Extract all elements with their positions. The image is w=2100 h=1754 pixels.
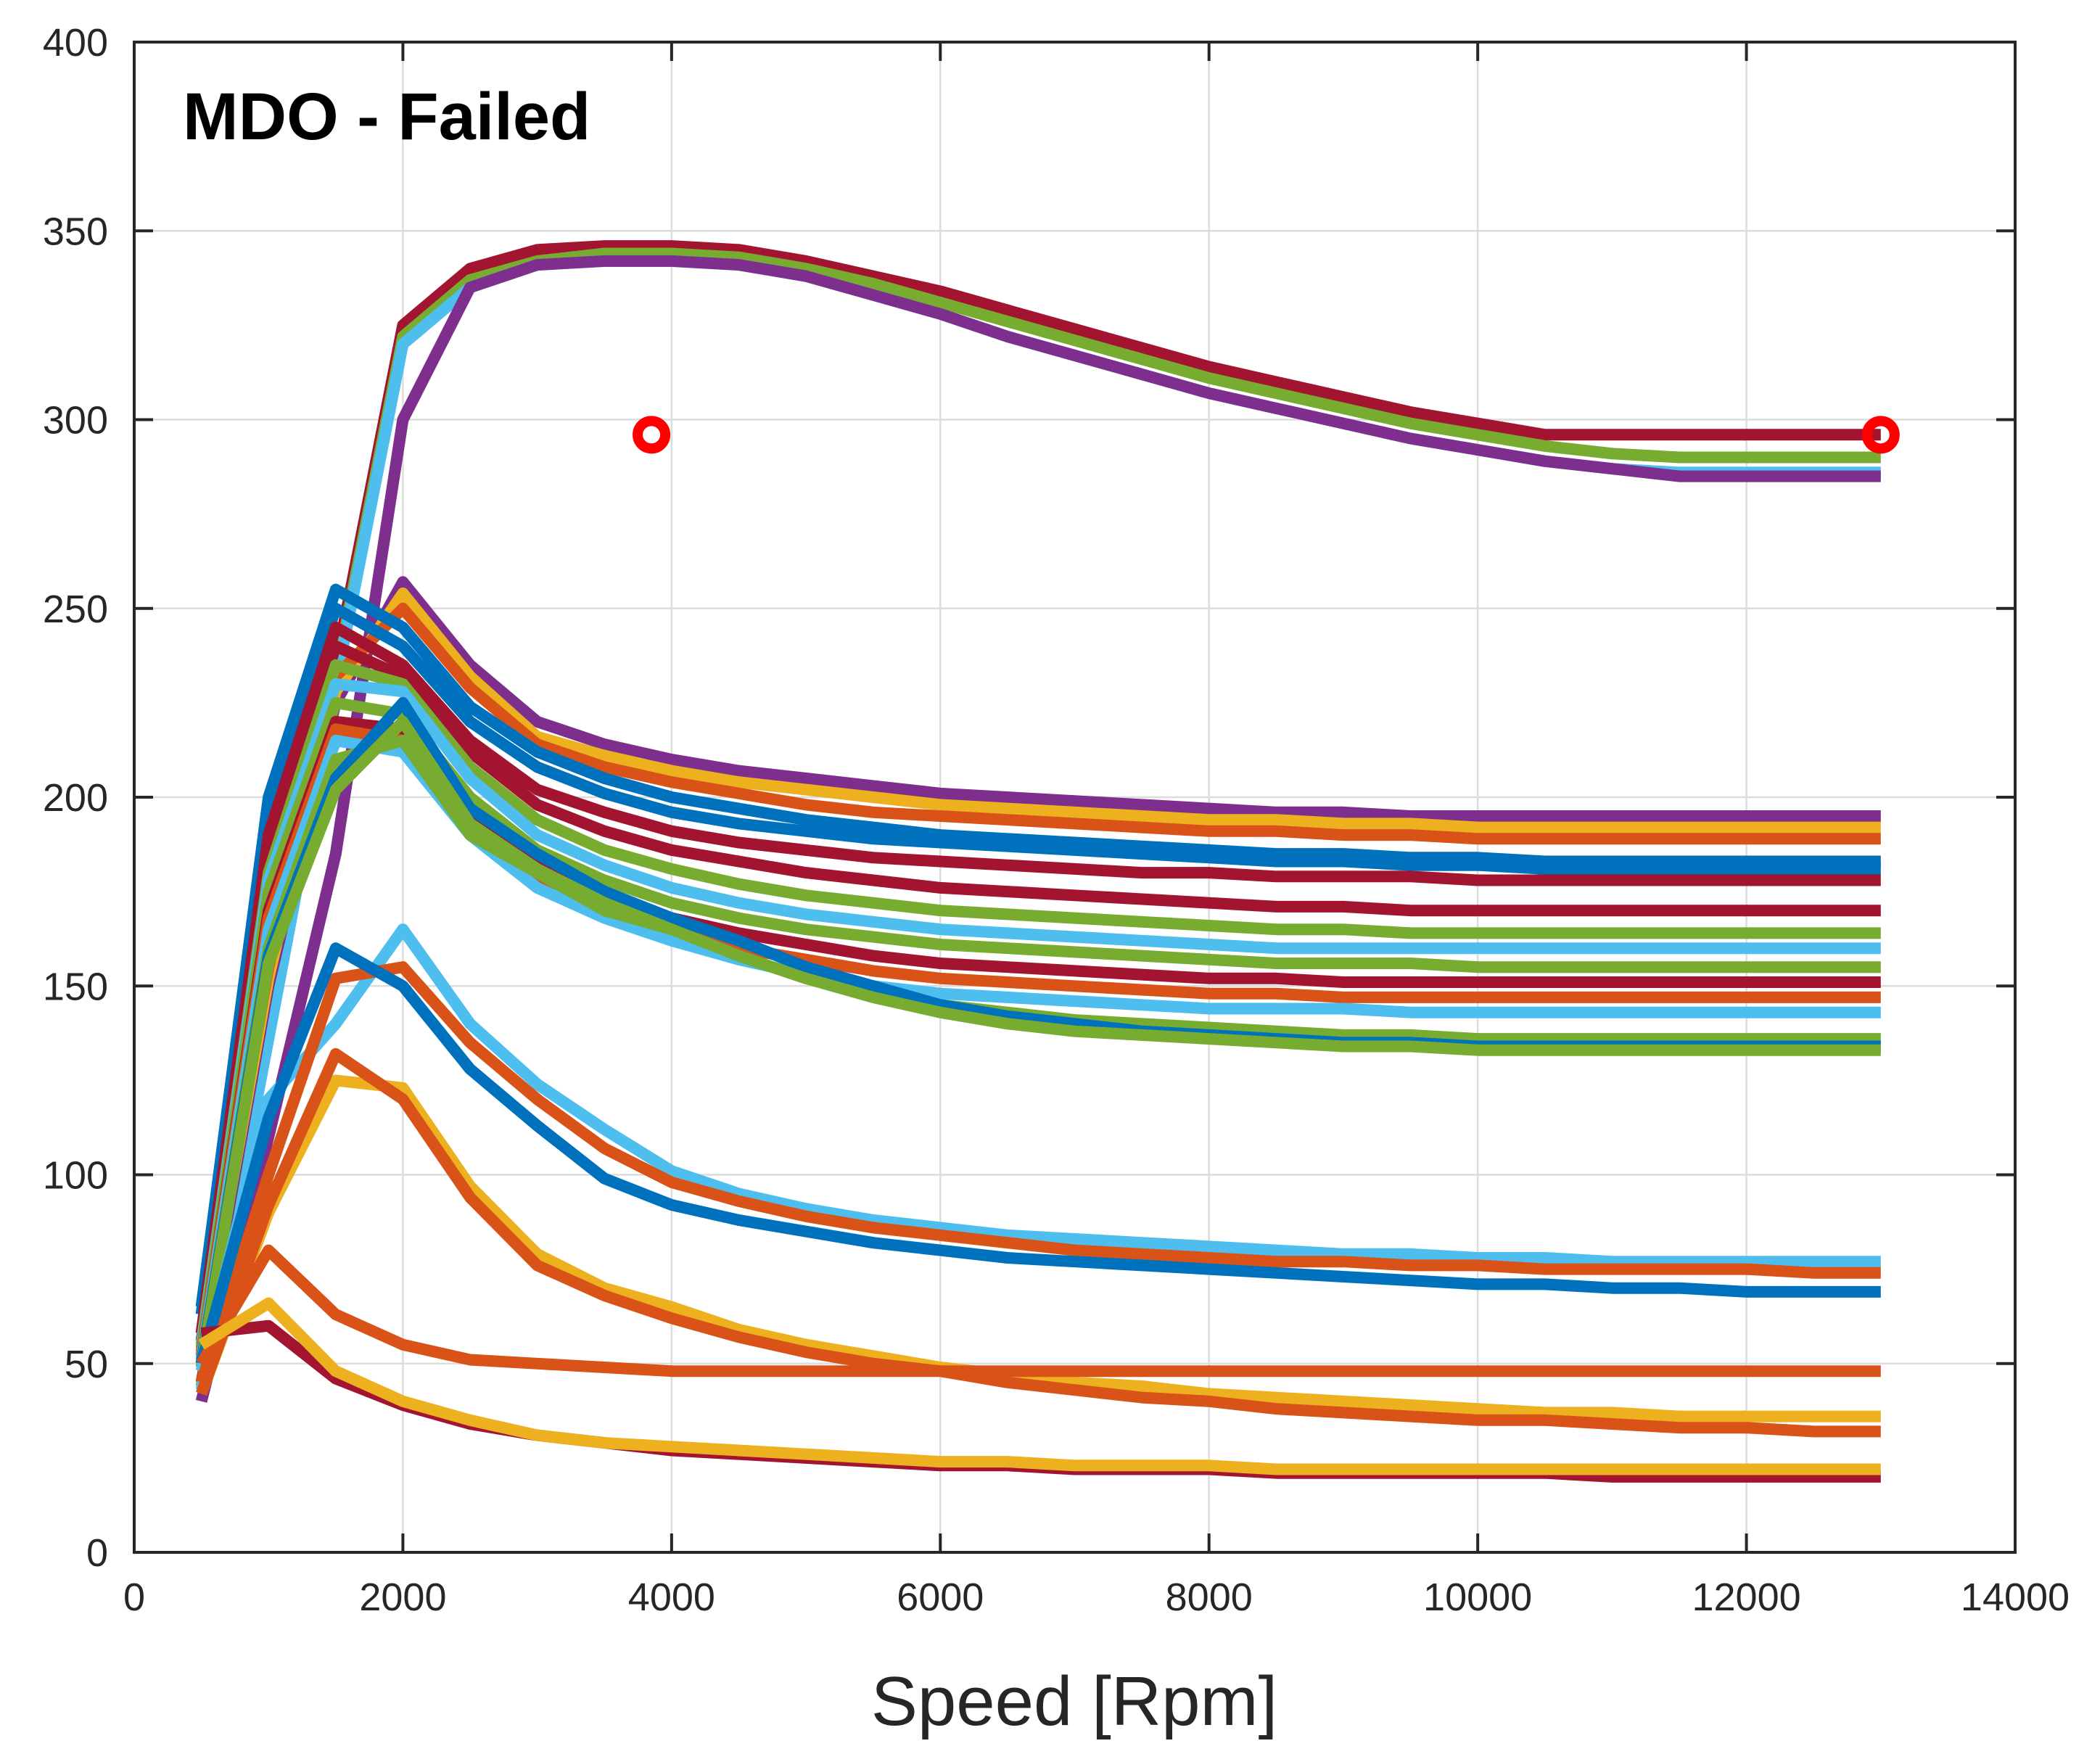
x-tick-label: 0 [123,1576,145,1619]
y-tick-label: 100 [43,1154,108,1198]
series-line-high-2 [195,247,1881,1388]
y-tick-labels: 0 50 100 150 200 250 300 350 400 [43,21,108,1575]
y-tick-label: 50 [65,1343,108,1386]
series-line-low-1 [195,923,1881,1373]
y-tick-label: 400 [43,21,108,65]
x-tick-label: 10000 [1423,1576,1532,1619]
marker-failed-point-1 [633,416,671,454]
series-line-mid-1 [195,576,1881,1365]
series-line-high-1 [195,240,1881,1384]
y-tick-label: 0 [86,1531,108,1575]
x-tick-labels: 0 2000 4000 6000 8000 10000 12000 14000 [123,1576,2070,1619]
x-tick-label: 12000 [1692,1576,1800,1619]
series-line-low-3 [195,942,1881,1365]
chart-title: MDO - Failed [183,80,590,154]
series-line-low-5 [196,1047,1881,1438]
x-tick-label: 14000 [1961,1576,2070,1619]
series-line-high-4 [195,255,1881,1403]
grid [134,42,2015,1552]
y-tick-label: 200 [43,776,108,820]
series-line-low-6 [196,1244,1881,1378]
series-line-mid-4 [195,583,1881,1308]
marker-failed-point-2 [1861,416,1900,454]
series-layer [195,240,1881,1483]
x-tick-label: 6000 [897,1576,984,1619]
x-tick-label: 8000 [1166,1576,1253,1619]
series-line-mid-16 [195,715,1881,1369]
series-line-low-8 [198,1297,1881,1475]
ticks [133,41,2017,1554]
series-line-mid-7 [195,640,1881,1342]
series-line-mid-2 [195,587,1881,1357]
y-tick-label: 300 [43,399,108,442]
x-tick-label: 2000 [359,1576,446,1619]
y-tick-label: 350 [43,210,108,253]
series-line-mid-3 [195,602,1881,1354]
series-line-mid-5 [195,602,1881,1316]
y-tick-label: 150 [43,965,108,1008]
series-line-low-2 [195,961,1881,1385]
series-line-mid-10 [195,696,1881,1350]
x-tick-label: 4000 [628,1576,715,1619]
series-line-mid-8 [195,659,1881,1346]
marker-layer [633,416,1900,454]
series-line-mid-6 [195,621,1881,1335]
x-axis-title: Speed [Rpm] [871,1663,1277,1740]
y-tick-label: 250 [43,588,108,631]
series-line-low-4 [196,1074,1881,1422]
series-line-mid-9 [195,678,1881,1346]
